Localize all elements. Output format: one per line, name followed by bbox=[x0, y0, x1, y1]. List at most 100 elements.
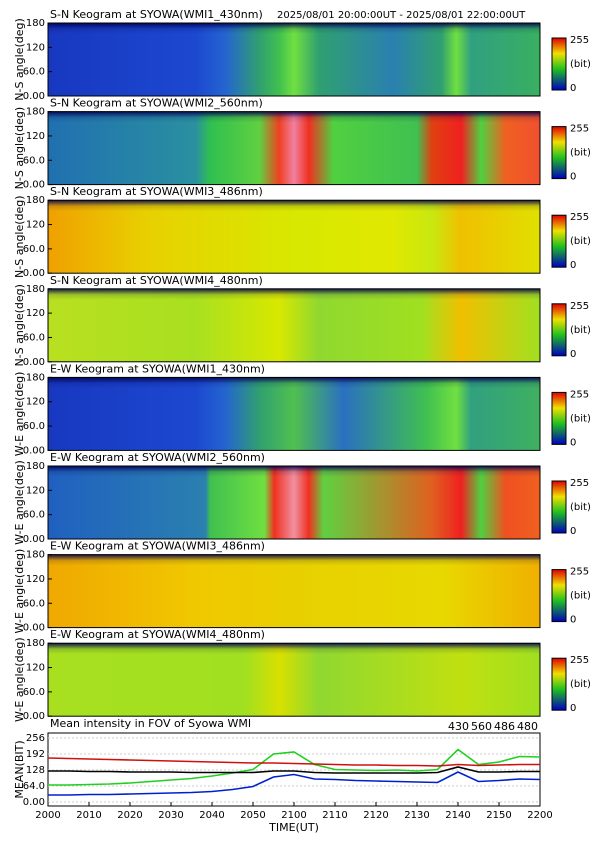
chart-title: Mean intensity in FOV of Syowa WMI bbox=[50, 717, 251, 730]
y-tick-label: 0.00 bbox=[23, 180, 45, 191]
keogram-frame bbox=[47, 642, 541, 717]
colorbar-min: 0 bbox=[570, 260, 576, 271]
y-tick-label: 60.0 bbox=[23, 155, 45, 166]
colorbar-min: 0 bbox=[570, 172, 576, 183]
colorbar-max: 255 bbox=[570, 478, 589, 489]
colorbar-unit: (bit) bbox=[570, 591, 591, 602]
keogram-frame bbox=[47, 288, 541, 363]
colorbar bbox=[551, 657, 567, 711]
colorbar-min: 0 bbox=[570, 615, 576, 626]
y-axis-label: N-S angle(deg) bbox=[13, 107, 26, 190]
y-axis-label: W-E angle(deg) bbox=[13, 460, 26, 545]
keogram-frame bbox=[47, 199, 541, 274]
y-tick-label: 120 bbox=[26, 220, 45, 231]
colorbar-min: 0 bbox=[570, 526, 576, 537]
legend-entry: 480 bbox=[517, 720, 538, 733]
y-tick-label: 180 bbox=[26, 195, 45, 206]
keogram-shade bbox=[48, 288, 540, 362]
y-tick-label: 60.0 bbox=[23, 510, 45, 521]
colorbar-unit: (bit) bbox=[570, 679, 591, 690]
y-tick-label: 64.0 bbox=[23, 781, 45, 792]
colorbar-unit: (bit) bbox=[570, 413, 591, 424]
keogram-shade bbox=[48, 377, 540, 451]
y-tick-label: 120 bbox=[26, 574, 45, 585]
keogram-shade bbox=[48, 554, 540, 628]
colorbar-min: 0 bbox=[570, 437, 576, 448]
y-tick-label: 120 bbox=[26, 663, 45, 674]
y-tick-label: 180 bbox=[26, 550, 45, 561]
colorbar bbox=[551, 126, 567, 180]
x-tick-label: 2050 bbox=[240, 810, 265, 821]
colorbar bbox=[551, 391, 567, 445]
x-tick-label: 2000 bbox=[35, 810, 60, 821]
colorbar-min: 0 bbox=[570, 703, 576, 714]
series-line bbox=[48, 771, 541, 796]
keogram-frame bbox=[47, 465, 541, 540]
x-axis-label: TIME(UT) bbox=[268, 821, 319, 834]
y-tick-label: 180 bbox=[26, 372, 45, 383]
y-tick-label: 60.0 bbox=[23, 244, 45, 255]
keogram-frame bbox=[47, 22, 541, 97]
keogram-title: E-W Keogram at SYOWA(WMI4_480nm) bbox=[50, 628, 265, 641]
keogram-title: S-N Keogram at SYOWA(WMI2_560nm) bbox=[50, 97, 263, 110]
y-axis-label: MEAN(BIT) bbox=[13, 740, 26, 798]
keogram-shade bbox=[48, 466, 540, 539]
y-tick-label: 120 bbox=[26, 308, 45, 319]
time-range: 2025/08/01 20:00:00UT - 2025/08/01 22:00… bbox=[277, 10, 526, 21]
colorbar-max: 255 bbox=[570, 212, 589, 223]
y-tick-label: 0.00 bbox=[23, 534, 45, 545]
y-tick-label: 60.0 bbox=[23, 598, 45, 609]
y-tick-label: 60.0 bbox=[23, 332, 45, 343]
y-tick-label: 120 bbox=[26, 42, 45, 53]
y-axis-label: W-E angle(deg) bbox=[13, 549, 26, 634]
keogram-title: E-W Keogram at SYOWA(WMI2_560nm) bbox=[50, 451, 265, 464]
y-tick-label: 120 bbox=[26, 485, 45, 496]
colorbar bbox=[551, 214, 567, 268]
y-tick-label: 60.0 bbox=[23, 67, 45, 78]
y-tick-label: 0.00 bbox=[23, 445, 45, 456]
keogram-title: E-W Keogram at SYOWA(WMI1_430nm) bbox=[50, 362, 265, 375]
y-tick-label: 180 bbox=[26, 107, 45, 118]
y-tick-label: 192 bbox=[26, 749, 45, 760]
keogram-title: S-N Keogram at SYOWA(WMI3_486nm) bbox=[50, 185, 263, 198]
keogram-shade bbox=[48, 643, 540, 717]
series-line bbox=[48, 748, 541, 786]
y-axis-label: N-S angle(deg) bbox=[13, 195, 26, 278]
y-tick-label: 0.00 bbox=[23, 797, 45, 808]
y-axis-label: N-S angle(deg) bbox=[13, 18, 26, 101]
x-tick-label: 2010 bbox=[76, 810, 101, 821]
keogram-shade bbox=[48, 111, 540, 185]
colorbar bbox=[551, 303, 567, 357]
keogram-frame bbox=[47, 376, 541, 451]
x-tick-label: 2140 bbox=[445, 810, 470, 821]
y-tick-label: 180 bbox=[26, 461, 45, 472]
colorbar bbox=[551, 569, 567, 623]
y-tick-label: 0.00 bbox=[23, 711, 45, 722]
y-tick-label: 180 bbox=[26, 284, 45, 295]
keogram-title: S-N Keogram at SYOWA(WMI4_480nm) bbox=[50, 274, 263, 287]
x-tick-label: 2020 bbox=[117, 810, 142, 821]
keogram-shade bbox=[48, 23, 540, 96]
legend-entry: 560 bbox=[471, 720, 492, 733]
colorbar-max: 255 bbox=[570, 301, 589, 312]
colorbar-unit: (bit) bbox=[570, 59, 591, 70]
legend-entry: 486 bbox=[494, 720, 515, 733]
colorbar-max: 255 bbox=[570, 35, 589, 46]
keogram-frame bbox=[47, 111, 541, 186]
colorbar-unit: (bit) bbox=[570, 236, 591, 247]
series-line bbox=[48, 766, 540, 774]
y-tick-label: 180 bbox=[26, 18, 45, 29]
y-tick-label: 60.0 bbox=[23, 421, 45, 432]
x-tick-label: 2120 bbox=[363, 810, 388, 821]
y-tick-label: 120 bbox=[26, 131, 45, 142]
keogram-title: E-W Keogram at SYOWA(WMI3_486nm) bbox=[50, 540, 265, 553]
colorbar bbox=[551, 480, 567, 534]
x-tick-label: 2150 bbox=[486, 810, 511, 821]
x-tick-label: 2130 bbox=[404, 810, 429, 821]
x-tick-label: 2040 bbox=[199, 810, 224, 821]
y-axis-label: N-S angle(deg) bbox=[13, 284, 26, 367]
keogram-frame bbox=[47, 554, 541, 629]
colorbar-unit: (bit) bbox=[570, 325, 591, 336]
y-axis-label: W-E angle(deg) bbox=[13, 372, 26, 457]
x-tick-label: 2100 bbox=[281, 810, 306, 821]
